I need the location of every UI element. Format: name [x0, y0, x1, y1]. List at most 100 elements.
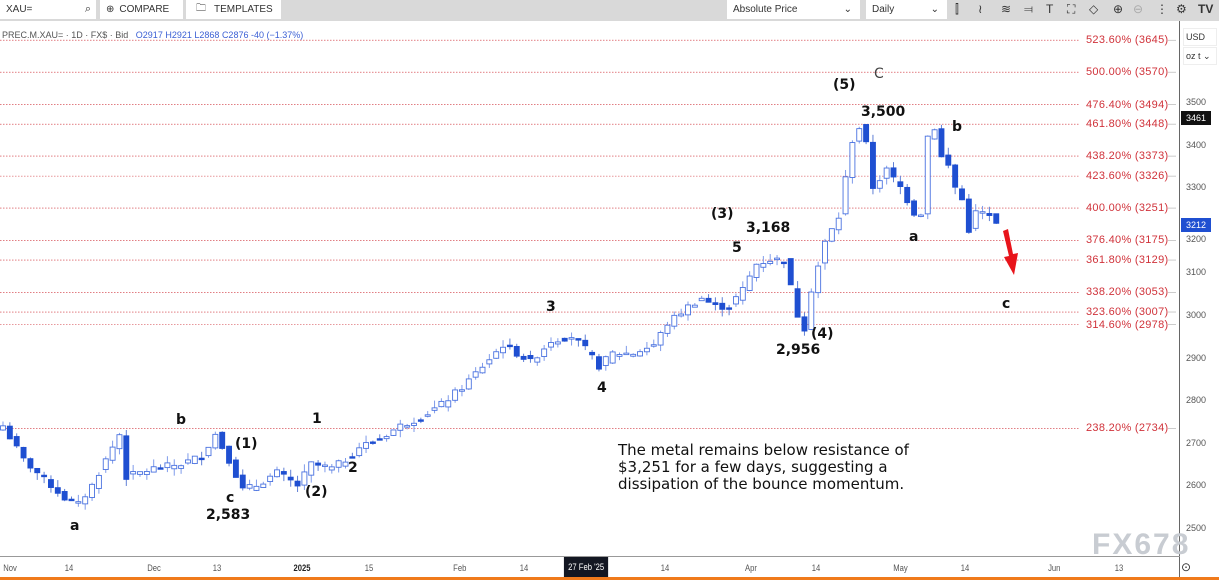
wave-label: C — [874, 66, 884, 82]
candle-body — [376, 438, 383, 441]
candle-body — [274, 469, 280, 478]
candle-body — [404, 425, 411, 428]
wave-label: 1 — [312, 411, 322, 427]
candle-body — [417, 419, 424, 422]
settings-icon[interactable]: ⚙ — [1176, 2, 1187, 16]
time-tick: Apr — [745, 563, 757, 573]
rectangle-icon[interactable]: ⛶ — [1067, 2, 1076, 16]
candle-body — [27, 458, 34, 469]
candle-body — [883, 167, 890, 179]
candle-body — [342, 461, 349, 467]
price-tick: 3000 — [1186, 310, 1207, 320]
wave-label: (3) — [711, 206, 734, 222]
time-axis[interactable]: Nov 14 Dec 13 2025 15 Feb 14 27 Feb '25 14 Apr 14 Ma… — [0, 556, 1180, 578]
indicators-icon[interactable]: ≀ — [978, 2, 983, 16]
candle-body — [178, 465, 185, 469]
fib-label: 361.80% (3129) — [1086, 254, 1169, 267]
candle-body — [41, 474, 48, 478]
wave-label: c — [226, 490, 235, 506]
candle-body — [801, 316, 808, 332]
candle-body — [623, 352, 630, 356]
candles-icon[interactable]: ⫿ — [955, 2, 959, 16]
candle-body — [568, 337, 575, 340]
candle-body — [500, 346, 506, 354]
unit-select[interactable]: oz t ⌄ — [1183, 47, 1217, 65]
interval-select[interactable]: Daily ⌄ — [866, 0, 947, 19]
candle-body — [465, 378, 472, 390]
candle-body — [68, 498, 75, 502]
candle-body — [698, 297, 705, 302]
candle-body — [986, 213, 993, 216]
fib-label: 338.20% (3053) — [1086, 286, 1169, 299]
time-tick: 14 — [811, 563, 821, 573]
candle-body — [780, 261, 787, 265]
tradingview-logo-icon: TV — [1198, 2, 1214, 16]
fib-label: 238.20% (2734) — [1086, 422, 1169, 435]
candle-body — [548, 342, 554, 348]
more-icon[interactable]: ⋮ — [1156, 2, 1168, 16]
folder-icon: 🗀 — [196, 3, 206, 14]
price-tick: 3400 — [1186, 139, 1207, 150]
candle-body — [459, 389, 465, 392]
wave-label: c — [1002, 296, 1011, 312]
candle-body — [143, 471, 150, 476]
candle-body — [787, 258, 794, 286]
price-mode-select[interactable]: Absolute Price ⌄ — [727, 0, 860, 19]
candle-body — [89, 483, 96, 498]
candle-body — [157, 467, 164, 470]
candle-body — [13, 436, 20, 447]
candle-body — [815, 265, 822, 294]
candle-body — [116, 434, 123, 450]
candle-body — [363, 442, 369, 449]
chevron-down-icon: ⌄ — [843, 4, 852, 15]
candle-body — [445, 400, 452, 408]
candle-body — [965, 198, 972, 233]
candle-body — [130, 471, 137, 475]
fib-label: 476.40% (3494) — [1086, 98, 1169, 111]
templates-button[interactable]: 🗀 TEMPLATES — [186, 0, 281, 19]
symbol-value: XAU= — [6, 4, 33, 15]
currency-select[interactable]: USD ⌄ — [1183, 28, 1217, 52]
symbol-search-input[interactable]: XAU= ⌕ — [0, 0, 96, 19]
candle-body — [438, 400, 445, 408]
fib-label: 523.60% (3645) — [1086, 34, 1169, 47]
candle-body — [219, 431, 226, 449]
candle-body — [82, 496, 89, 505]
shape-icon[interactable]: ◇ — [1089, 2, 1099, 16]
legend-high: H2921 — [165, 30, 192, 40]
candle-body — [164, 462, 171, 469]
wave-label: (1) — [235, 436, 258, 452]
price-chart[interactable] — [0, 21, 1179, 556]
time-tick: 14 — [660, 563, 670, 573]
studies-icon[interactable]: ≋ — [1001, 2, 1012, 16]
fib-label: 376.40% (3175) — [1086, 234, 1169, 247]
candle-body — [34, 467, 41, 474]
candle-body — [205, 446, 212, 457]
text-icon[interactable]: T — [1046, 2, 1054, 16]
candle-body — [712, 302, 719, 305]
compare-button[interactable]: ⊕ COMPARE — [100, 0, 183, 19]
zoom-in-icon[interactable]: ⊕ — [1113, 2, 1124, 16]
fib-label: 461.80% (3448) — [1086, 118, 1169, 131]
fib-label: 323.60% (3007) — [1086, 306, 1169, 319]
toolbar: XAU= ⌕ ⊕ COMPARE 🗀 TEMPLATES Absolute Price… — [0, 0, 1219, 21]
candle-body — [602, 356, 609, 366]
drawing-icon[interactable]: ⫤ — [1024, 2, 1034, 16]
candle-body — [356, 447, 363, 457]
zoom-out-icon[interactable]: ⊖ — [1133, 2, 1144, 16]
candle-body — [870, 141, 876, 189]
candle-body — [657, 332, 664, 346]
axis-settings-icon[interactable]: ⊙ — [1181, 560, 1192, 574]
candle-body — [226, 445, 233, 464]
time-tick: 14 — [64, 563, 74, 573]
candle-body — [246, 484, 253, 489]
candle-body — [191, 455, 198, 464]
candle-body — [349, 456, 356, 459]
time-tick: Jun — [1048, 563, 1061, 573]
candle-body — [75, 501, 82, 504]
currency-value: USD — [1186, 32, 1206, 42]
candle-body — [20, 446, 27, 459]
candle-body — [582, 339, 589, 347]
search-icon[interactable]: ⌕ — [84, 3, 91, 15]
unit-value: oz t — [1186, 51, 1201, 61]
